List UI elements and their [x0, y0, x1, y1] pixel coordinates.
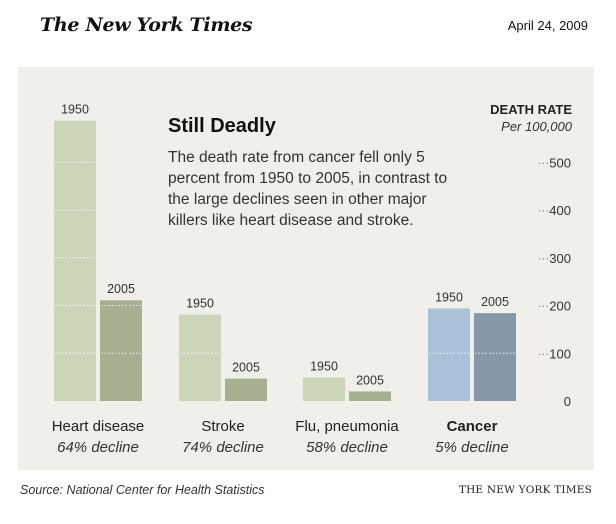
category-decline: 64% decline — [57, 439, 139, 456]
publication-date: April 24, 2009 — [507, 18, 588, 33]
y-tick-label: 0 — [564, 394, 571, 409]
bar-stroke-1950 — [179, 314, 221, 401]
y-tick-dots: ··· — [538, 253, 549, 265]
chart-title: Still Deadly — [168, 115, 276, 137]
bar-stroke-2005 — [225, 378, 267, 401]
category-decline: 5% decline — [435, 439, 508, 456]
category-label: Stroke — [201, 418, 244, 435]
bar-year-label: 2005 — [232, 361, 260, 375]
category-label: Cancer — [447, 418, 498, 435]
bar-cancer-1950 — [428, 308, 470, 401]
y-axis-label: DEATH RATE — [490, 102, 572, 117]
category-label: Heart disease — [52, 418, 145, 435]
bar-year-label: 1950 — [310, 360, 338, 374]
bar-year-label: 2005 — [107, 282, 135, 296]
chart-subtitle: The death rate from cancer fell only 5 p… — [168, 149, 448, 229]
bar-year-label: 1950 — [186, 297, 214, 311]
bar-heart-disease-2005 — [100, 300, 142, 401]
y-tick-dots: ··· — [538, 348, 549, 360]
y-tick-dots: ··· — [538, 301, 549, 313]
bar-flu-pneumonia-2005 — [349, 391, 391, 401]
y-tick-label: 500 — [549, 155, 571, 170]
bar-flu-pneumonia-1950 — [303, 377, 345, 401]
y-tick-label: 400 — [549, 203, 571, 218]
y-tick-label: 300 — [549, 251, 571, 266]
y-tick-label: 100 — [549, 346, 571, 361]
category-decline: 58% decline — [306, 439, 388, 456]
category-decline: 74% decline — [182, 439, 264, 456]
y-axis-unit: Per 100,000 — [501, 119, 572, 134]
masthead-logo: The New York Times — [40, 14, 253, 36]
bar-year-label: 1950 — [435, 290, 463, 304]
y-tick-dots: ··· — [538, 205, 549, 217]
chart-panel — [18, 67, 594, 470]
bar-heart-disease-1950 — [54, 120, 96, 402]
y-tick-dots: ··· — [538, 157, 549, 169]
source-note: Source: National Center for Health Stati… — [20, 483, 265, 497]
bar-year-label: 1950 — [61, 103, 89, 117]
bar-cancer-2005 — [474, 313, 516, 401]
bar-year-label: 2005 — [356, 373, 384, 387]
bar-year-label: 2005 — [481, 295, 509, 309]
credit-line: THE NEW YORK TIMES — [458, 484, 592, 496]
y-tick-label: 200 — [549, 299, 571, 314]
category-label: Flu, pneumonia — [295, 418, 399, 435]
